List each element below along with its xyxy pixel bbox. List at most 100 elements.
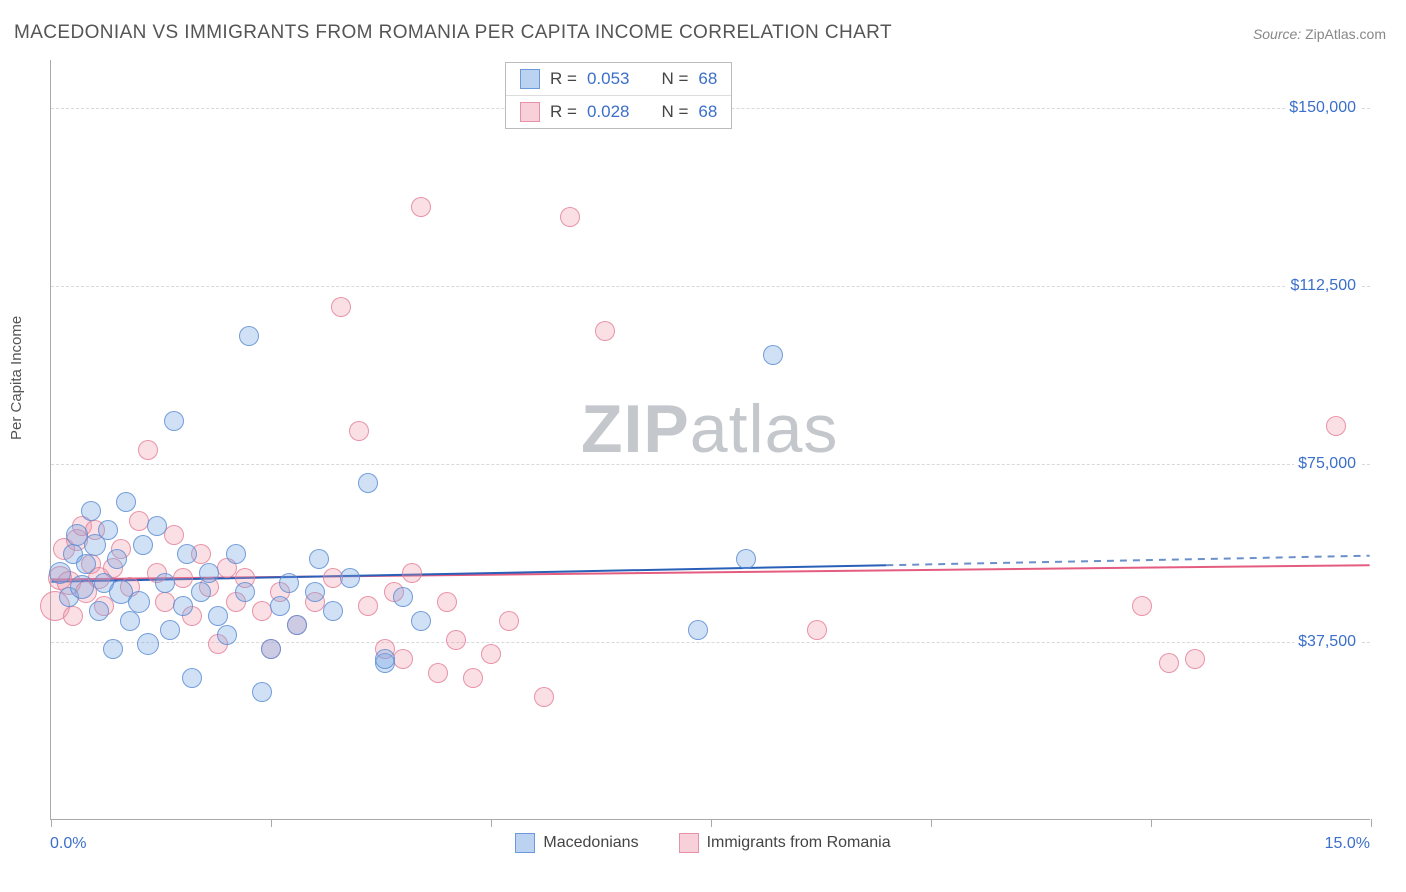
scatter-point-blue [358,473,378,493]
gridline [51,286,1370,287]
scatter-point-blue [411,611,431,631]
n-label: N = [661,69,688,89]
scatter-point-blue [133,535,153,555]
watermark-bold: ZIP [581,391,690,467]
y-axis-title: Per Capita Income [8,316,25,440]
scatter-plot-area: ZIPatlas $37,500$75,000$112,500$150,000 [50,60,1370,820]
scatter-point-pink [560,207,580,227]
scatter-point-blue [763,345,783,365]
scatter-point-blue [128,591,150,613]
legend-swatch [515,833,535,853]
chart-title: MACEDONIAN VS IMMIGRANTS FROM ROMANIA PE… [14,22,892,44]
scatter-point-blue [160,620,180,640]
scatter-point-blue [164,411,184,431]
scatter-point-pink [331,297,351,317]
series-legend: Macedonians Immigrants from Romania [0,833,1406,853]
scatter-point-blue [182,668,202,688]
scatter-point-pink [358,596,378,616]
scatter-point-blue [736,549,756,569]
scatter-point-pink [463,668,483,688]
scatter-point-blue [70,575,94,599]
scatter-point-blue [239,326,259,346]
legend-swatch [679,833,699,853]
x-tick [491,819,492,827]
scatter-point-blue [340,568,360,588]
scatter-point-blue [98,520,118,540]
scatter-point-pink [164,525,184,545]
scatter-point-blue [76,554,96,574]
scatter-point-pink [393,649,413,669]
scatter-point-pink [595,321,615,341]
n-label: N = [661,102,688,122]
scatter-point-blue [199,563,219,583]
scatter-point-blue [81,501,101,521]
scatter-point-blue [116,492,136,512]
scatter-point-blue [191,582,211,602]
scatter-point-pink [1132,596,1152,616]
x-tick [1151,819,1152,827]
correlation-legend-row: R = 0.028 N = 68 [506,95,731,128]
scatter-point-blue [177,544,197,564]
scatter-point-blue [107,549,127,569]
scatter-point-pink [1326,416,1346,436]
n-value: 68 [698,69,717,89]
x-tick [1371,819,1372,827]
scatter-point-pink [411,197,431,217]
scatter-point-blue [137,633,159,655]
scatter-point-blue [375,649,395,669]
r-label: R = [550,102,577,122]
scatter-point-blue [155,573,175,593]
scatter-point-pink [63,606,83,626]
series-legend-item: Macedonians [515,833,638,853]
scatter-point-pink [446,630,466,650]
scatter-point-pink [349,421,369,441]
scatter-point-blue [49,562,71,584]
x-tick [711,819,712,827]
series-legend-item: Immigrants from Romania [679,833,891,853]
r-label: R = [550,69,577,89]
watermark-logo: ZIPatlas [581,390,838,468]
scatter-point-blue [120,611,140,631]
x-tick [51,819,52,827]
series-legend-label: Macedonians [543,834,638,852]
source-label: Source: [1253,26,1301,42]
y-tick-label: $150,000 [1285,99,1360,117]
scatter-point-pink [807,620,827,640]
correlation-legend-row: R = 0.053 N = 68 [506,63,731,95]
scatter-point-blue [305,582,325,602]
scatter-point-pink [138,440,158,460]
series-legend-label: Immigrants from Romania [707,834,891,852]
source-name: ZipAtlas.com [1305,26,1386,42]
scatter-point-blue [270,596,290,616]
scatter-point-pink [1159,653,1179,673]
scatter-point-blue [147,516,167,536]
x-tick [931,819,932,827]
scatter-point-pink [428,663,448,683]
r-value: 0.053 [587,69,630,89]
scatter-point-blue [323,601,343,621]
source-attribution: Source: ZipAtlas.com [1253,26,1386,42]
scatter-point-pink [499,611,519,631]
scatter-point-pink [534,687,554,707]
scatter-point-blue [235,582,255,602]
scatter-point-blue [217,625,237,645]
scatter-point-blue [103,639,123,659]
y-tick-label: $75,000 [1294,455,1360,473]
n-value: 68 [698,102,717,122]
scatter-point-blue [208,606,228,626]
gridline [51,464,1370,465]
scatter-point-blue [173,596,193,616]
scatter-point-blue [393,587,413,607]
r-value: 0.028 [587,102,630,122]
y-tick-label: $112,500 [1286,277,1360,295]
scatter-point-blue [688,620,708,640]
scatter-point-blue [279,573,299,593]
legend-swatch [520,102,540,122]
scatter-point-blue [261,639,281,659]
scatter-point-pink [402,563,422,583]
scatter-point-blue [252,682,272,702]
scatter-point-pink [173,568,193,588]
scatter-point-pink [1185,649,1205,669]
legend-swatch [520,69,540,89]
gridline [51,642,1370,643]
